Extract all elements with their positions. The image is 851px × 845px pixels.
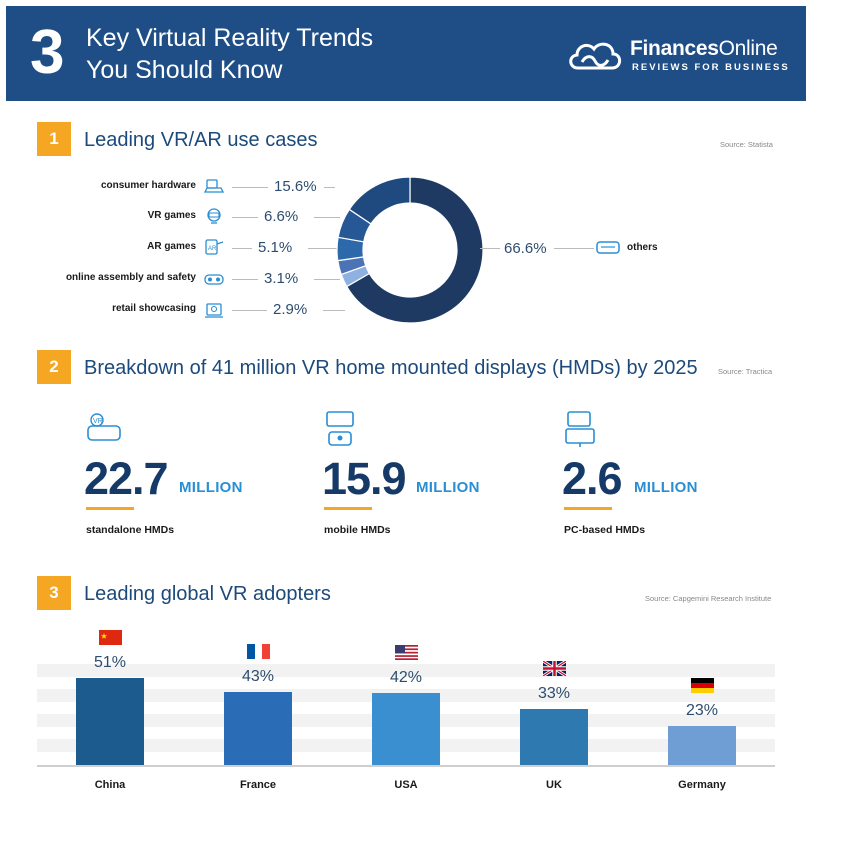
section3-badge: 3 bbox=[37, 576, 71, 610]
svg-text:VR: VR bbox=[93, 418, 103, 425]
usa-flag-icon bbox=[395, 645, 418, 661]
use-case-pct: 3.1% bbox=[264, 270, 299, 287]
mobile-value: 15.9 bbox=[322, 453, 407, 504]
vr-headset-icon: VR bbox=[87, 413, 121, 441]
use-case-leader bbox=[324, 187, 335, 188]
bar-value-label: 51% bbox=[93, 653, 127, 671]
use-case-leader bbox=[232, 310, 267, 311]
others-pct: 66.6% bbox=[504, 240, 547, 257]
header-banner bbox=[6, 6, 806, 101]
donut-slice-others bbox=[345, 176, 484, 324]
use-case-label: VR games bbox=[147, 210, 196, 221]
standalone-underline bbox=[86, 507, 134, 510]
bar-value-label: 42% bbox=[389, 669, 423, 687]
bar-value-label: 23% bbox=[685, 701, 719, 719]
use-case-leader bbox=[232, 279, 258, 280]
use-case-leader bbox=[232, 217, 258, 218]
vr-goggles-icon bbox=[596, 241, 620, 254]
use-case-leader bbox=[314, 217, 340, 218]
use-case-label: online assembly and safety bbox=[65, 272, 196, 283]
use-case-leader bbox=[232, 187, 268, 188]
bar-usa bbox=[372, 693, 440, 765]
header-title-line1: Key Virtual Reality Trends bbox=[86, 24, 374, 52]
section1-badge: 1 bbox=[37, 122, 71, 156]
others-leader-left bbox=[480, 248, 500, 249]
use-case-label: AR games bbox=[147, 241, 196, 252]
header-number: 3 bbox=[30, 18, 65, 87]
standalone-unit: MILLION bbox=[179, 479, 243, 496]
chart-baseline bbox=[37, 765, 775, 767]
category-label: Germany bbox=[678, 779, 726, 791]
bar-value-label: 43% bbox=[241, 667, 275, 685]
mobile-vr-icon bbox=[326, 411, 354, 446]
grid-band bbox=[37, 664, 775, 677]
section2-source: Source: Tractica bbox=[718, 367, 773, 376]
pc-value: 2.6 bbox=[562, 453, 623, 504]
category-label: USA bbox=[394, 779, 418, 791]
category-label: France bbox=[239, 779, 277, 791]
logo-tagline: REVIEWS FOR BUSINESS bbox=[632, 62, 790, 73]
svg-text:AR: AR bbox=[208, 246, 217, 252]
bar-china bbox=[76, 677, 144, 765]
section3-source: Source: Capgemini Research Institute bbox=[645, 594, 772, 603]
standalone-value: 22.7 bbox=[84, 453, 169, 504]
standalone-label: standalone HMDs bbox=[86, 524, 175, 536]
use-case-pct: 6.6% bbox=[264, 208, 299, 225]
china-flag-icon bbox=[99, 629, 122, 645]
hardware-icon bbox=[203, 179, 225, 193]
bar-france bbox=[224, 691, 292, 765]
bar-uk bbox=[520, 708, 588, 765]
use-case-leader bbox=[308, 248, 338, 249]
france-flag-icon bbox=[247, 643, 270, 659]
mobile-underline bbox=[324, 507, 372, 510]
use-case-pct: 2.9% bbox=[273, 301, 308, 318]
vr-games-icon bbox=[207, 208, 221, 224]
mobile-label: mobile HMDs bbox=[324, 524, 391, 536]
use-case-leader bbox=[314, 279, 340, 280]
header-title-line2: You Should Know bbox=[86, 56, 283, 84]
retail-icon bbox=[205, 303, 223, 318]
use-case-leader bbox=[232, 248, 252, 249]
category-label: UK bbox=[546, 779, 562, 791]
pc-underline bbox=[564, 507, 612, 510]
uk-flag-icon bbox=[543, 660, 566, 676]
section1-title: Leading VR/AR use cases bbox=[84, 129, 318, 151]
pc-label: PC-based HMDs bbox=[564, 524, 646, 536]
use-case-label: retail showcasing bbox=[112, 303, 196, 314]
section3-title: Leading global VR adopters bbox=[84, 583, 331, 605]
section1-source: Source: Statista bbox=[720, 140, 773, 149]
pc-unit: MILLION bbox=[634, 479, 698, 496]
cloud-icon bbox=[569, 42, 622, 70]
mobile-unit: MILLION bbox=[416, 479, 480, 496]
use-case-pct: 5.1% bbox=[258, 239, 293, 256]
section2-title: Breakdown of 41 million VR home mounted … bbox=[84, 357, 698, 379]
others-leader-right bbox=[554, 248, 594, 249]
use-case-label: consumer hardware bbox=[100, 180, 196, 191]
use-case-donut bbox=[336, 176, 484, 324]
others-label: others bbox=[627, 242, 658, 253]
logo-name: FinancesOnline bbox=[630, 37, 778, 60]
use-case-pct: 15.6% bbox=[274, 178, 317, 195]
ar-games-icon: AR bbox=[205, 239, 224, 255]
pc-vr-icon bbox=[565, 411, 595, 447]
section2-badge: 2 bbox=[37, 350, 71, 384]
category-label: China bbox=[94, 779, 126, 791]
assembly-icon bbox=[204, 274, 224, 285]
donut-slice-consumer-hardware bbox=[348, 176, 411, 225]
germany-flag-icon bbox=[691, 677, 714, 693]
bar-value-label: 33% bbox=[537, 684, 571, 702]
bar-germany bbox=[668, 725, 736, 765]
use-case-leader bbox=[323, 310, 345, 311]
